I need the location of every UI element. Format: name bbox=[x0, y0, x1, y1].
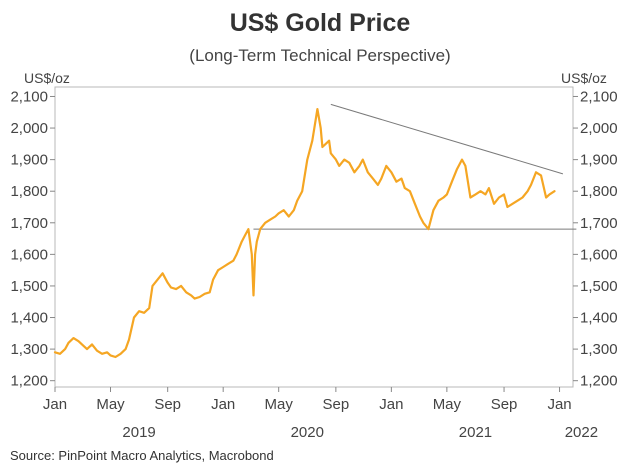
left-y-tick-label: 1,400 bbox=[10, 310, 48, 327]
right-y-tick-label: 1,800 bbox=[580, 183, 618, 200]
left-y-tick-label: 1,200 bbox=[10, 373, 48, 390]
year-label: 2021 bbox=[459, 424, 492, 441]
x-tick-label: May bbox=[265, 396, 294, 413]
x-tick-label: Sep bbox=[491, 396, 518, 413]
right-y-tick-label: 1,600 bbox=[580, 246, 618, 263]
source-note: Source: PinPoint Macro Analytics, Macrob… bbox=[10, 448, 274, 463]
year-label: 2020 bbox=[291, 424, 324, 441]
right-axis-unit-label: US$/oz bbox=[561, 70, 607, 86]
left-y-tick-label: 1,700 bbox=[10, 215, 48, 232]
left-axis-unit-label: US$/oz bbox=[24, 70, 70, 86]
right-y-tick-label: 1,200 bbox=[580, 373, 618, 390]
left-y-tick-label: 2,000 bbox=[10, 120, 48, 137]
right-y-tick-label: 2,000 bbox=[580, 120, 618, 137]
x-tick-label: Jan bbox=[547, 396, 571, 413]
left-y-tick-label: 1,800 bbox=[10, 183, 48, 200]
x-axis-year-labels: 2019 2020 2021 2022 bbox=[122, 424, 598, 441]
left-y-tick-label: 1,300 bbox=[10, 341, 48, 358]
left-y-tick-label: 1,600 bbox=[10, 246, 48, 263]
x-tick-label: Jan bbox=[211, 396, 235, 413]
trend-lines bbox=[253, 103, 577, 230]
x-tick-label: May bbox=[96, 396, 125, 413]
x-tick-label: Sep bbox=[154, 396, 181, 413]
right-y-tick-label: 2,100 bbox=[580, 88, 618, 105]
right-y-tick-label: 1,900 bbox=[580, 152, 618, 169]
year-label: 2019 bbox=[122, 424, 155, 441]
right-y-tick-label: 1,500 bbox=[580, 278, 618, 295]
right-y-tick-label: 1,400 bbox=[580, 310, 618, 327]
left-y-tick-label: 2,100 bbox=[10, 88, 48, 105]
x-tick-label: May bbox=[433, 396, 462, 413]
left-y-tick-label: 1,900 bbox=[10, 152, 48, 169]
chart-title: US$ Gold Price bbox=[230, 9, 411, 37]
x-tick-label: Sep bbox=[323, 396, 350, 413]
year-label: 2022 bbox=[565, 424, 598, 441]
x-tick-label: Jan bbox=[379, 396, 403, 413]
left-y-axis: 1,200 1,300 1,400 1,500 1,600 1,700 1,800 1,900… bbox=[10, 88, 55, 390]
gold-price-series-line bbox=[53, 107, 556, 359]
chart-subtitle: (Long-Term Technical Perspective) bbox=[189, 46, 450, 65]
series-layer bbox=[53, 107, 556, 359]
left-y-tick-label: 1,500 bbox=[10, 278, 48, 295]
resistance-trend-line bbox=[330, 103, 564, 175]
x-tick-label: Jan bbox=[43, 396, 67, 413]
right-y-axis: 1,200 1,300 1,400 1,500 1,600 1,700 1,800 1,900… bbox=[573, 88, 618, 390]
right-y-tick-label: 1,700 bbox=[580, 215, 618, 232]
x-axis: Jan May Sep Jan May Sep Jan May Sep Jan bbox=[43, 387, 572, 413]
right-y-tick-label: 1,300 bbox=[580, 341, 618, 358]
